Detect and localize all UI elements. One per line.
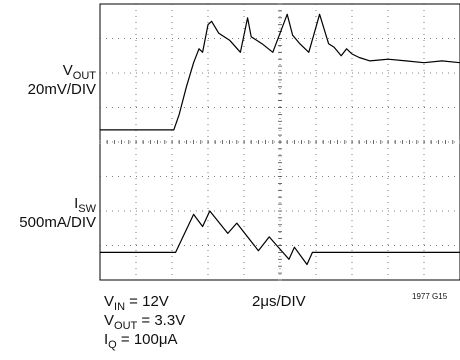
cond-vout-value: = 3.3V bbox=[137, 312, 186, 329]
condition-iq: IQ = 100μA bbox=[104, 330, 178, 351]
cond-iq-main: I bbox=[104, 331, 109, 348]
cond-vout-main: V bbox=[104, 312, 115, 329]
isw-label-main: I bbox=[74, 195, 79, 212]
isw-scale: 500mA/DIV bbox=[19, 214, 96, 231]
isw-channel-label: ISW 500mA/DIV bbox=[0, 195, 96, 231]
timebase-label: 2μs/DIV bbox=[252, 293, 306, 310]
cond-vin-main: V bbox=[104, 293, 115, 310]
isw-label-sub: SW bbox=[78, 203, 96, 215]
trace-vout bbox=[100, 13, 460, 131]
condition-vout: VOUT = 3.3V bbox=[104, 311, 185, 332]
cond-vout-sub: OUT bbox=[114, 320, 138, 332]
vout-channel-label: VOUT 20mV/DIV bbox=[0, 62, 96, 98]
vout-label-main: V bbox=[62, 62, 73, 79]
cond-iq-value: = 100μA bbox=[116, 331, 178, 348]
graticule bbox=[99, 3, 460, 281]
vout-scale: 20mV/DIV bbox=[27, 81, 96, 98]
cond-iq-sub: Q bbox=[108, 339, 117, 351]
vout-label-sub: OUT bbox=[72, 70, 96, 82]
trace-isw bbox=[100, 210, 460, 266]
figure-id: 1977 G15 bbox=[412, 292, 448, 301]
cond-vin-sub: IN bbox=[114, 301, 126, 313]
condition-vin: VIN = 12V bbox=[104, 292, 169, 313]
cond-vin-value: = 12V bbox=[125, 293, 169, 310]
traces bbox=[100, 13, 460, 266]
